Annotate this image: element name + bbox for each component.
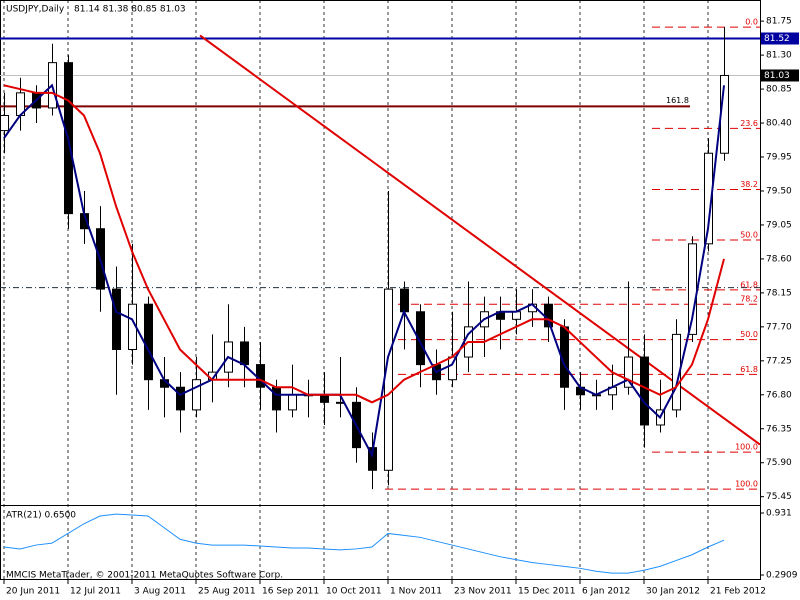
ohlc-text: 81.14 81.38 80.85 81.03 xyxy=(74,5,186,15)
candle-body xyxy=(384,288,393,471)
candle-body xyxy=(640,356,649,426)
moving-average xyxy=(3,83,725,459)
y-tick-label: 79.05 xyxy=(766,220,792,230)
x-tick-label: 1 Nov 2011 xyxy=(390,587,442,597)
y-tick-label: 79.95 xyxy=(766,153,792,163)
fib-label: 38.2 xyxy=(740,180,758,189)
blue-line-box xyxy=(761,32,799,45)
x-tick-label: 10 Oct 2011 xyxy=(326,587,382,597)
candle-body xyxy=(624,356,633,388)
fib-label: 100.0 xyxy=(735,480,758,489)
x-tick-label: 20 Jun 2011 xyxy=(6,587,60,597)
y-tick-label: 81.75 xyxy=(766,17,792,27)
extension-label: 161.8 xyxy=(666,96,689,105)
candle-body xyxy=(320,394,329,403)
moving-average xyxy=(3,84,725,404)
x-tick-label: 25 Aug 2011 xyxy=(198,587,256,597)
bid-box xyxy=(761,69,799,82)
footer: MMCIS MetaTrader, © 2001-2011 MetaQuotes… xyxy=(6,571,283,581)
x-tick-label: 6 Jan 2012 xyxy=(582,587,630,597)
x-tick-label: 12 Jul 2011 xyxy=(70,587,121,597)
candle-body xyxy=(272,386,281,411)
x-tick-label: 16 Sep 2011 xyxy=(262,587,319,597)
bid-label: 81.03 xyxy=(764,71,790,81)
fib-label: 78.2 xyxy=(740,295,758,304)
fib-label: 0.0 xyxy=(745,18,758,27)
candle-body xyxy=(112,288,121,350)
candle-body xyxy=(192,379,201,411)
y2-tick-label: 0.2909 xyxy=(766,571,798,581)
candle-body xyxy=(288,394,297,411)
candle-body xyxy=(0,114,9,132)
candle-body xyxy=(176,386,185,411)
fib-label: 50.0 xyxy=(740,231,758,240)
y2-tick-label: 0.931 xyxy=(766,509,792,519)
candle-body xyxy=(240,341,249,366)
y-tick-label: 80.40 xyxy=(766,119,792,129)
chart-title: USDJPY,Daily xyxy=(6,5,65,15)
candle-body xyxy=(400,288,409,313)
x-tick-label: 15 Dec 2011 xyxy=(518,587,576,597)
y-tick-label: 76.80 xyxy=(766,390,792,400)
fib-label: 50.0 xyxy=(740,330,758,339)
y-tick-label: 81.30 xyxy=(766,51,792,61)
y-tick-label: 78.15 xyxy=(766,288,792,298)
fib-label: 100.0 xyxy=(735,443,758,452)
fib-label: 23.6 xyxy=(740,119,758,128)
indicator-line xyxy=(3,513,725,574)
y-tick-label: 78.60 xyxy=(766,254,792,264)
x-tick-label: 30 Jan 2012 xyxy=(646,587,700,597)
y-tick-label: 77.70 xyxy=(766,322,792,332)
y-tick-label: 76.35 xyxy=(766,424,792,434)
x-tick-label: 21 Feb 2012 xyxy=(710,587,766,597)
y-tick-label: 80.85 xyxy=(766,85,792,95)
y-tick-label: 75.45 xyxy=(766,492,792,502)
indicator-label: ATR(21) 0.6500 xyxy=(6,511,76,521)
fib-label: 61.8 xyxy=(740,280,758,289)
candle-body xyxy=(704,152,713,245)
blue-line-label: 81.52 xyxy=(764,34,790,44)
fib-label: 61.8 xyxy=(740,365,758,374)
x-tick-label: 3 Aug 2011 xyxy=(134,587,186,597)
y-tick-label: 75.90 xyxy=(766,458,792,468)
candle-body xyxy=(512,311,521,320)
candle-body xyxy=(144,303,153,381)
plot-frame xyxy=(0,0,761,580)
trendline xyxy=(199,34,761,446)
x-tick-label: 23 Nov 2011 xyxy=(454,587,512,597)
candle-body xyxy=(416,311,425,366)
y-tick-label: 79.50 xyxy=(766,186,792,196)
y-tick-label: 77.25 xyxy=(766,356,792,366)
